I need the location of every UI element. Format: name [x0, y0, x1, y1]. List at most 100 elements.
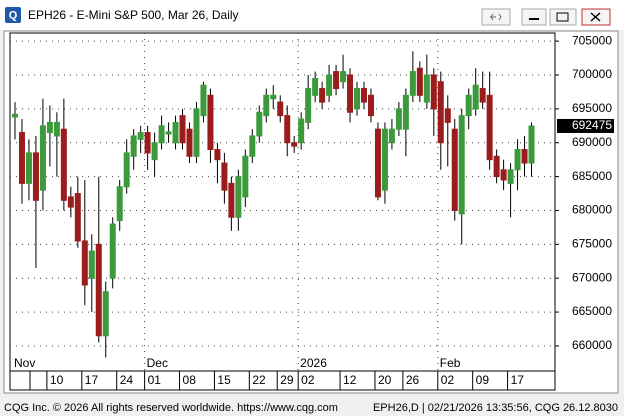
- app-icon: [5, 7, 21, 23]
- candle-body: [416, 67, 423, 96]
- candle-body: [186, 128, 193, 157]
- y-tick-label: 680000: [572, 203, 612, 217]
- x-tick-label: 22: [252, 373, 266, 387]
- month-label: Dec: [147, 356, 168, 370]
- candle-body: [263, 94, 270, 117]
- month-label: Feb: [440, 356, 461, 370]
- y-tick-label: 690000: [572, 135, 612, 149]
- candle-body: [507, 169, 514, 184]
- restore-icon: [556, 12, 569, 22]
- candle-body: [235, 176, 242, 218]
- candle-body: [381, 128, 388, 191]
- candle-body: [354, 88, 361, 110]
- y-tick-label: 685000: [572, 169, 612, 183]
- candle-body: [53, 121, 60, 137]
- minimize-button[interactable]: [521, 8, 547, 26]
- x-tick-label: 10: [50, 373, 64, 387]
- candle-body: [430, 74, 437, 110]
- candle-body: [367, 94, 374, 117]
- candle-body: [500, 169, 507, 181]
- candle-body: [12, 113, 18, 118]
- candle-body: [284, 115, 291, 144]
- restore-button[interactable]: [549, 8, 577, 26]
- candle-body: [472, 84, 479, 110]
- last-price-box: [557, 118, 614, 133]
- y-tick-label: 670000: [572, 270, 612, 284]
- link-icon: [490, 13, 502, 21]
- candle-body: [179, 115, 186, 144]
- candle-body: [312, 77, 319, 96]
- candle-body: [333, 71, 340, 90]
- x-tick-label: 02: [301, 373, 315, 387]
- y-tick-label: 675000: [572, 237, 612, 251]
- title-bar: [0, 0, 624, 30]
- y-tick-label: 660000: [572, 338, 612, 352]
- candle-body: [444, 108, 451, 123]
- candle-body: [423, 74, 430, 103]
- candle-body: [319, 88, 326, 103]
- candle-body: [479, 88, 486, 103]
- candle-body: [172, 121, 179, 144]
- candle-body: [409, 71, 416, 96]
- candle-body: [402, 94, 409, 130]
- last-price-label: 692475: [572, 118, 612, 132]
- candle-body: [465, 94, 472, 117]
- candle-body: [123, 152, 130, 188]
- candle-body: [326, 74, 333, 96]
- x-tick-label: 26: [406, 373, 420, 387]
- x-tick-label: 09: [476, 373, 490, 387]
- candle-body: [458, 115, 465, 215]
- y-tick-label: 700000: [572, 67, 612, 81]
- candle-body: [158, 125, 165, 144]
- candle-body: [200, 84, 207, 117]
- candle-body: [256, 111, 263, 137]
- x-tick-label: 24: [120, 373, 134, 387]
- plot-area: [9, 32, 556, 372]
- candle-body: [109, 223, 116, 279]
- date-strip-corner: [9, 370, 31, 391]
- candle-body: [340, 71, 347, 83]
- candle-body: [277, 101, 284, 117]
- candle-body: [165, 131, 172, 135]
- candle-body: [144, 132, 151, 154]
- candle-body: [486, 94, 493, 161]
- footer-right: EPH26,D | 02/21/2026 13:35:56, CQG 26.12…: [373, 402, 618, 414]
- candle-body: [388, 128, 395, 144]
- candle-body: [249, 135, 256, 157]
- candle-body: [298, 118, 305, 144]
- x-tick-label: 17: [511, 373, 525, 387]
- candle-body: [437, 81, 444, 144]
- x-tick-label: 20: [378, 373, 392, 387]
- candle-body: [493, 155, 500, 178]
- candle-body: [228, 182, 235, 218]
- x-tick-label: 02: [441, 373, 455, 387]
- candle-body: [39, 125, 46, 191]
- candle-body: [451, 128, 458, 211]
- candle-body: [528, 125, 535, 164]
- candle-body: [521, 149, 528, 164]
- x-tick-label: 15: [217, 373, 231, 387]
- candle-body: [242, 155, 249, 198]
- candle-body: [60, 128, 67, 201]
- candle-body: [67, 196, 74, 208]
- candle-body: [151, 142, 158, 161]
- candle-body: [46, 121, 53, 134]
- candle-body: [18, 132, 25, 184]
- x-tick-label: 01: [148, 373, 162, 387]
- app-icon-glyph: Q: [9, 9, 18, 21]
- candle-body: [81, 240, 88, 286]
- y-tick-label: 705000: [572, 33, 612, 47]
- candle-body: [116, 186, 123, 222]
- x-tick-label: 12: [343, 373, 357, 387]
- candle-body: [32, 152, 39, 201]
- close-icon: [590, 12, 601, 22]
- y-tick-label: 665000: [572, 304, 612, 318]
- candle-body: [214, 149, 221, 161]
- x-tick-label: 08: [183, 373, 197, 387]
- x-tick-label: 17: [85, 373, 99, 387]
- candle-body: [270, 94, 277, 100]
- candle-body: [74, 193, 81, 242]
- candle-body: [347, 74, 354, 113]
- candle-body: [88, 250, 95, 279]
